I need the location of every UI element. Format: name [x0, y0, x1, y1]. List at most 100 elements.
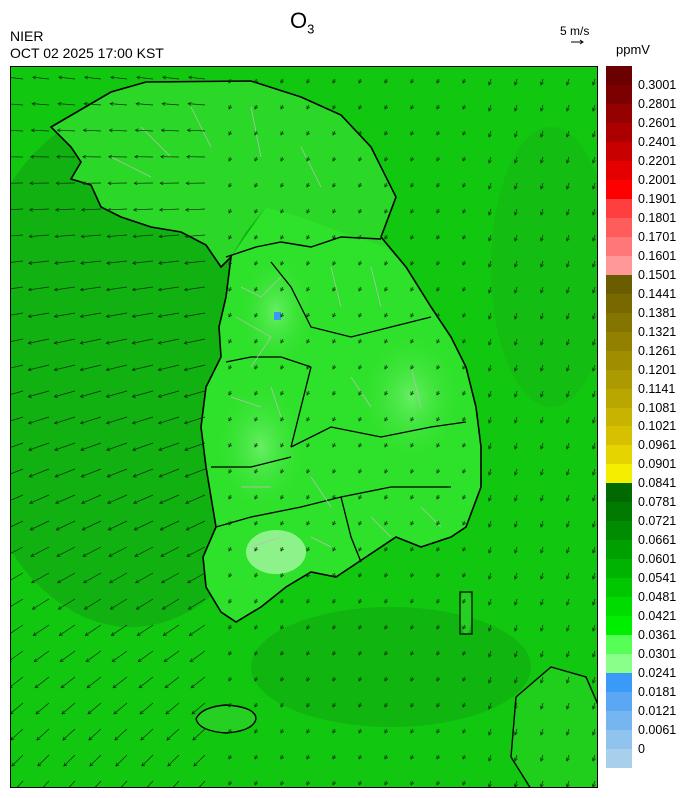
wind-arrow-head	[540, 289, 544, 294]
wind-arrow-head	[280, 131, 284, 136]
colorbar-tick-label: 0.0361	[638, 628, 677, 643]
wind-arrow-head	[462, 547, 466, 552]
wind-arrow	[306, 416, 310, 422]
wind-arrow	[514, 364, 518, 372]
colorbar-tick-label: 0.0841	[638, 476, 677, 491]
wind-arrow-head	[56, 128, 61, 133]
wind-arrow	[332, 260, 336, 266]
wind-arrow-head	[27, 367, 32, 372]
wind-arrow	[35, 702, 50, 715]
wind-arrow-head	[358, 625, 362, 630]
wind-arrow	[436, 416, 440, 422]
wind-arrow	[332, 130, 336, 136]
wind-arrow-head	[254, 261, 258, 266]
wind-arrow	[280, 208, 284, 214]
wind-arrow-head	[280, 521, 284, 526]
wind-arrow-head	[410, 573, 414, 578]
wind-arrow-head	[462, 313, 466, 318]
wind-arrow	[488, 780, 492, 787]
wind-arrow-head	[514, 757, 518, 762]
wind-arrow-head	[332, 157, 336, 162]
wind-arrow-head	[540, 237, 544, 242]
wind-arrow-head	[514, 341, 518, 346]
wind-arrow	[592, 338, 596, 346]
wind-arrow-head	[80, 207, 85, 212]
wind-arrow-head	[332, 391, 336, 396]
wind-arrow	[32, 103, 50, 106]
colorbar-cell	[606, 312, 632, 333]
wind-arrow-head	[592, 757, 596, 762]
wind-arrow	[54, 390, 76, 398]
wind-arrow-head	[160, 154, 164, 159]
wind-arrow	[488, 338, 492, 346]
wind-arrow	[82, 520, 102, 531]
wind-arrow	[540, 78, 544, 86]
wind-arrow	[228, 702, 232, 708]
wind-arrow	[358, 364, 362, 370]
wind-arrow-head	[410, 755, 414, 760]
colorbar-cell	[606, 540, 632, 560]
wind-arrow-head	[462, 573, 466, 578]
wind-arrow	[384, 130, 388, 136]
wind-arrow	[184, 390, 206, 398]
wind-arrow	[384, 338, 388, 344]
wind-arrow	[306, 182, 310, 188]
wind-arrow-head	[228, 261, 232, 266]
tsushima-island	[460, 590, 472, 634]
wind-arrow-head	[159, 500, 164, 504]
wind-arrow-head	[488, 289, 492, 294]
wind-arrow	[228, 338, 232, 344]
wind-arrow	[592, 156, 596, 164]
wind-arrow-head	[254, 131, 258, 136]
wind-arrow-head	[184, 447, 189, 451]
wind-arrow	[254, 156, 258, 162]
wind-arrow	[185, 234, 206, 237]
wind-arrow-head	[184, 261, 189, 265]
wind-arrow	[254, 546, 258, 552]
wind-arrow	[384, 78, 388, 84]
wind-arrow-head	[540, 341, 544, 346]
wind-arrow-head	[306, 261, 310, 266]
wind-arrow-head	[566, 263, 570, 268]
wind-arrow-head	[384, 209, 388, 214]
wind-arrow-head	[131, 394, 136, 398]
wind-arrow-head	[254, 703, 258, 708]
wind-arrow-head	[566, 367, 570, 372]
wind-arrow-head	[306, 573, 310, 578]
wind-arrow-head	[105, 287, 110, 292]
wind-arrow	[488, 754, 492, 762]
species-subscript: 3	[307, 21, 315, 37]
wind-arrow-head	[254, 755, 258, 760]
wind-arrow	[488, 624, 492, 632]
wind-arrow	[540, 754, 544, 762]
wind-arrow-head	[462, 131, 466, 136]
wind-arrow-head	[280, 313, 284, 318]
colorbar-cell	[606, 331, 632, 352]
colorbar-tick-label: 0.1081	[638, 400, 677, 415]
wind-arrow-head	[306, 183, 310, 188]
wind-arrow	[384, 598, 388, 604]
wind-arrow	[280, 572, 284, 578]
wind-arrow-head	[32, 75, 37, 80]
wind-arrow-head	[358, 365, 362, 370]
wind-arrow-head	[158, 473, 163, 478]
wind-arrow-head	[79, 287, 84, 292]
wind-arrow-head	[332, 235, 336, 240]
o3-hotspot	[274, 312, 281, 320]
wind-arrow-head	[228, 235, 232, 240]
wind-arrow	[306, 494, 310, 500]
wind-arrow	[358, 650, 362, 656]
wind-arrow-head	[228, 625, 232, 630]
wind-arrow	[514, 598, 518, 606]
wind-arrow	[28, 338, 50, 344]
wind-arrow	[80, 390, 102, 398]
wind-arrow	[107, 468, 128, 478]
wind-arrow	[488, 78, 492, 86]
wind-arrow	[306, 546, 310, 552]
wind-arrow-head	[566, 107, 570, 112]
colorbar-cell	[606, 198, 632, 219]
wind-arrow	[540, 182, 544, 190]
wind-arrow-head	[306, 547, 310, 552]
colorbar-tick-label: 0.1801	[638, 210, 677, 225]
wind-arrow	[254, 598, 258, 604]
